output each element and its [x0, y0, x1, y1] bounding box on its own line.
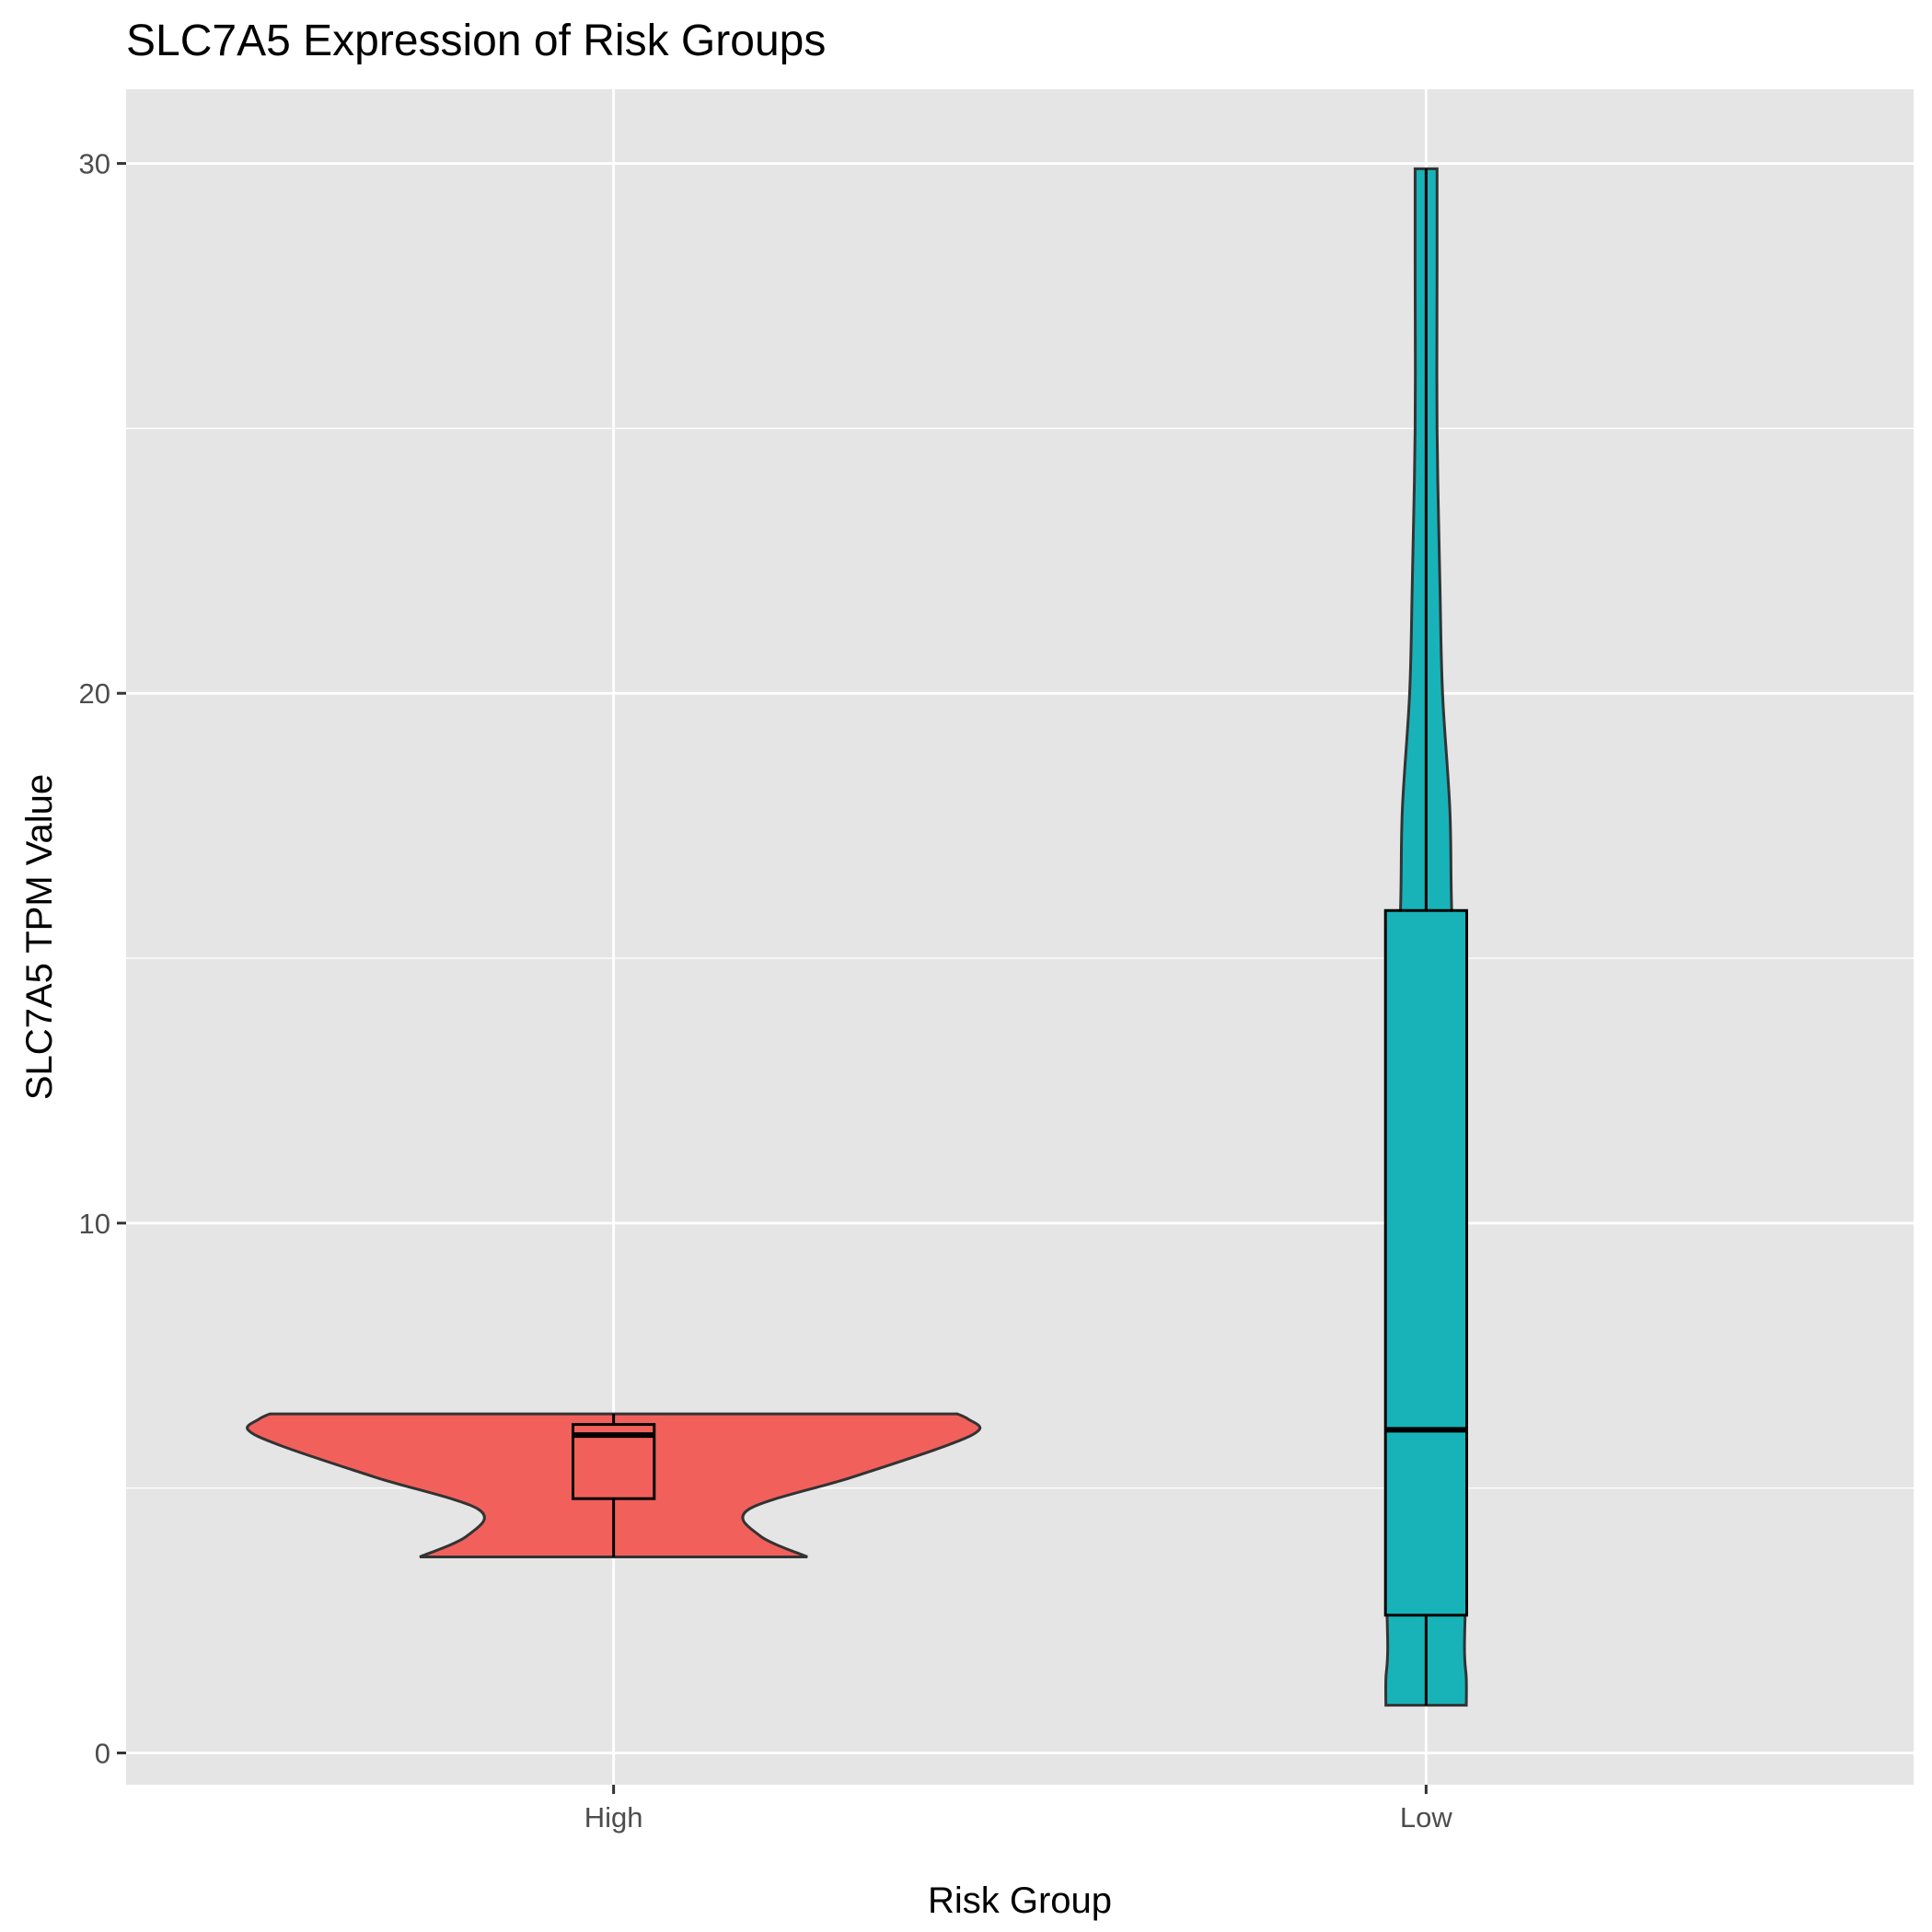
y-tick-label: 20	[79, 677, 110, 710]
x-tick-label: High	[584, 1801, 643, 1834]
box-iqr	[1383, 908, 1469, 1617]
y-tick-label: 0	[95, 1737, 110, 1769]
x-axis-title: Risk Group	[928, 1880, 1112, 1921]
y-axis-title: SLC7A5 TPM Value	[19, 774, 60, 1100]
x-tick-label: Low	[1400, 1801, 1452, 1834]
axes: 0 10 20 30 High Low	[79, 148, 1453, 1834]
y-tick-label: 30	[79, 148, 110, 180]
y-tick-label: 10	[79, 1208, 110, 1240]
boxplots	[572, 168, 1469, 1706]
chart-title: SLC7A5 Expression of Risk Groups	[126, 17, 826, 65]
plot-panel	[126, 89, 1914, 1785]
